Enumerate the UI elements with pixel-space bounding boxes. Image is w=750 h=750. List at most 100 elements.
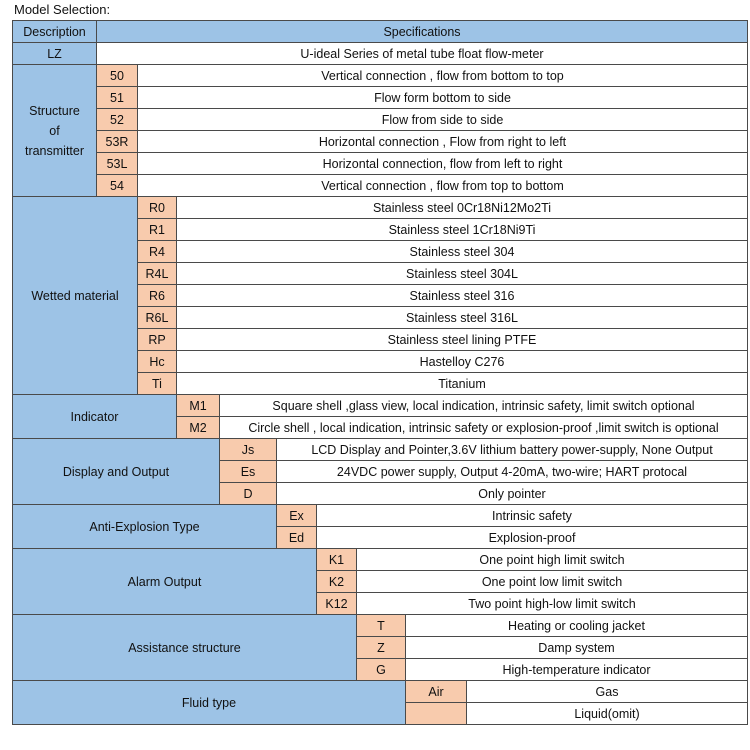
option-code: R6 — [137, 284, 177, 307]
option-spec: Vertical connection , flow from bottom t… — [137, 64, 748, 87]
option-code: R4L — [137, 262, 177, 285]
option-spec: Stainless steel 316 — [176, 284, 748, 307]
option-spec-text: Flow form bottom to side — [374, 90, 511, 105]
option-spec: Two point high-low limit switch — [356, 592, 748, 615]
option-code-text: M2 — [189, 420, 207, 435]
option-code: R6L — [137, 306, 177, 329]
option-spec-text: Stainless steel 304L — [406, 266, 518, 281]
option-spec: Circle shell , local indication, intrins… — [219, 416, 748, 439]
option-spec: Horizontal connection , Flow from right … — [137, 130, 748, 153]
option-spec-text: Stainless steel 1Cr18Ni9Ti — [388, 222, 536, 237]
option-code: 51 — [96, 86, 138, 109]
group-label: Alarm Output — [12, 548, 317, 615]
option-code — [405, 702, 467, 725]
option-spec-text: Liquid(omit) — [574, 706, 640, 721]
group-label-text: Assistance structure — [128, 640, 241, 655]
option-spec-text: Vertical connection , flow from bottom t… — [321, 68, 564, 83]
option-spec: Flow from side to side — [137, 108, 748, 131]
option-code: R1 — [137, 218, 177, 241]
option-code: K2 — [316, 570, 357, 593]
option-spec-text: Gas — [595, 684, 619, 699]
option-spec: One point high limit switch — [356, 548, 748, 571]
option-code: K12 — [316, 592, 357, 615]
option-spec: Only pointer — [276, 482, 748, 505]
option-spec-text: Only pointer — [478, 486, 546, 501]
option-spec-text: Intrinsic safety — [492, 508, 572, 523]
option-code: T — [356, 614, 406, 637]
option-code-text: Air — [428, 684, 444, 699]
option-code-text: Es — [240, 464, 256, 479]
group-label: Structure of transmitter — [12, 64, 97, 197]
option-spec-text: Horizontal connection , Flow from right … — [318, 134, 567, 149]
header-description: Description — [12, 20, 97, 43]
option-code-text: G — [376, 662, 386, 677]
option-code-text: Js — [241, 442, 255, 457]
option-spec-text: Heating or cooling jacket — [508, 618, 645, 633]
option-spec: Explosion-proof — [316, 526, 748, 549]
option-code: Hc — [137, 350, 177, 373]
option-code: R4 — [137, 240, 177, 263]
option-spec: Vertical connection , flow from top to b… — [137, 174, 748, 197]
option-code: G — [356, 658, 406, 681]
option-spec: Gas — [466, 680, 748, 703]
option-code: R0 — [137, 196, 177, 219]
option-spec: Heating or cooling jacket — [405, 614, 748, 637]
option-code: Js — [219, 438, 277, 461]
group-label-text: Indicator — [70, 409, 119, 424]
option-code-text: Ex — [289, 508, 304, 523]
option-code-text: 52 — [110, 112, 124, 127]
group-label: Anti-Explosion Type — [12, 504, 277, 549]
group-label-text: Alarm Output — [127, 574, 202, 589]
option-code: 52 — [96, 108, 138, 131]
option-code: 50 — [96, 64, 138, 87]
option-spec-text: 24VDC power supply, Output 4-20mA, two-w… — [336, 464, 688, 479]
option-spec: Stainless steel lining PTFE — [176, 328, 748, 351]
group-label: Display and Output — [12, 438, 220, 505]
option-spec: Stainless steel 0Cr18Ni12Mo2Ti — [176, 196, 748, 219]
option-code: Air — [405, 680, 467, 703]
lz-code-text: LZ — [47, 46, 62, 61]
option-spec-text: Stainless steel 316L — [406, 310, 518, 325]
option-code: 54 — [96, 174, 138, 197]
group-label: Assistance structure — [12, 614, 357, 681]
option-code-text: R4 — [149, 244, 165, 259]
option-spec: Hastelloy C276 — [176, 350, 748, 373]
option-spec: Liquid(omit) — [466, 702, 748, 725]
option-code-text: RP — [148, 332, 166, 347]
option-code: Ed — [276, 526, 317, 549]
option-code: Z — [356, 636, 406, 659]
group-label-text: Display and Output — [62, 464, 170, 479]
option-code-text: Hc — [149, 354, 165, 369]
option-spec: Horizontal connection, flow from left to… — [137, 152, 748, 175]
option-code: 53L — [96, 152, 138, 175]
option-code: RP — [137, 328, 177, 351]
group-label: Indicator — [12, 394, 177, 439]
option-code: D — [219, 482, 277, 505]
option-spec-text: Stainless steel 304 — [409, 244, 515, 259]
option-spec-text: Damp system — [538, 640, 615, 655]
option-spec: Flow form bottom to side — [137, 86, 748, 109]
option-spec-text: Stainless steel lining PTFE — [387, 332, 537, 347]
option-code-text: T — [377, 618, 385, 633]
option-code-text: 53L — [106, 156, 128, 171]
option-code-text: M1 — [189, 398, 207, 413]
lz-code: LZ — [12, 42, 97, 65]
option-code-text: 54 — [110, 178, 124, 193]
group-label: Wetted material — [12, 196, 138, 395]
option-spec: Intrinsic safety — [316, 504, 748, 527]
option-code: K1 — [316, 548, 357, 571]
option-spec-text: Horizontal connection, flow from left to… — [322, 156, 563, 171]
option-spec-text: Titanium — [438, 376, 486, 391]
group-label: Fluid type — [12, 680, 406, 725]
option-code-text: R6L — [145, 310, 169, 325]
option-code-text: 53R — [105, 134, 129, 149]
option-spec-text: Two point high-low limit switch — [468, 596, 636, 611]
option-code: 53R — [96, 130, 138, 153]
header-description-text: Description — [23, 24, 86, 39]
option-code: M1 — [176, 394, 220, 417]
option-code-text: K1 — [328, 552, 345, 567]
option-code-text: K2 — [328, 574, 345, 589]
group-label-text: Fluid type — [181, 695, 237, 710]
group-label-text: Wetted material — [31, 288, 119, 303]
header-specifications-text: Specifications — [383, 24, 461, 39]
